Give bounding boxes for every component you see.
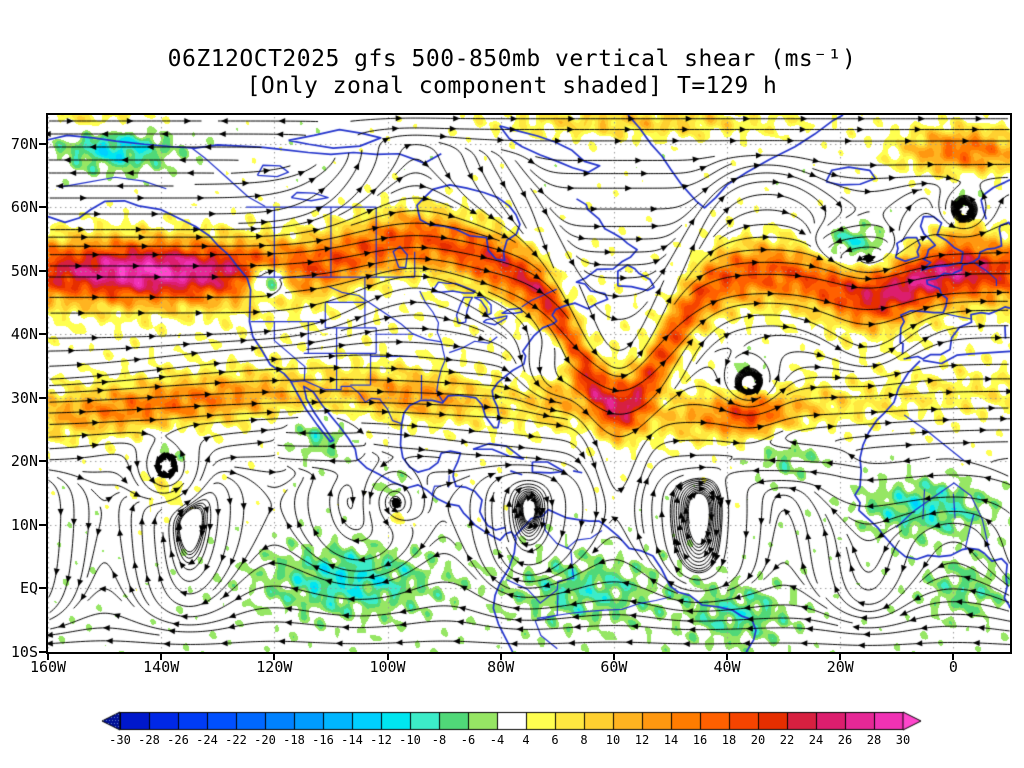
- x-tick-mark: [839, 654, 842, 660]
- map-plot-area: [46, 113, 1012, 654]
- colorbar-tick-label: -10: [399, 733, 421, 747]
- y-tick-mark: [39, 651, 46, 653]
- colorbar-tick-label: -18: [283, 733, 305, 747]
- y-tick-mark: [39, 587, 46, 590]
- x-tick-label: 160W: [29, 658, 67, 676]
- y-tick-mark: [39, 333, 46, 336]
- colorbar-tick-label: -24: [196, 733, 218, 747]
- x-tick-label: 40W: [713, 658, 741, 676]
- colorbar-tick-label: 10: [605, 733, 621, 747]
- y-tick-label: 60N: [10, 198, 38, 217]
- colorbar-tick-label: -16: [312, 733, 334, 747]
- colorbar-tick-label: 16: [692, 733, 708, 747]
- colorbar-tick-label: 4: [522, 733, 530, 747]
- x-tick-mark: [47, 654, 49, 660]
- colorbar-tick-label: -28: [138, 733, 160, 747]
- chart-title-line2: [Only zonal component shaded] T=129 h: [246, 73, 778, 99]
- x-tick-label: 20W: [826, 658, 854, 676]
- colorbar-tick-label: -30: [109, 733, 131, 747]
- colorbar-tick-label: -20: [254, 733, 276, 747]
- colorbar-tick-label: 24: [808, 733, 824, 747]
- colorbar-tick-label: 6: [551, 733, 559, 747]
- y-tick-mark: [39, 460, 46, 463]
- x-tick-label: 60W: [600, 658, 628, 676]
- colorbar-tick-label: 28: [866, 733, 882, 747]
- colorbar-tick-label: -14: [341, 733, 363, 747]
- x-tick-mark: [386, 654, 389, 660]
- colorbar-tick-label: 18: [721, 733, 737, 747]
- colorbar-tick-label: -8: [431, 733, 447, 747]
- y-tick-label: 10N: [10, 515, 38, 534]
- x-tick-mark: [952, 654, 955, 660]
- colorbar-canvas: [100, 711, 924, 731]
- x-tick-mark: [160, 654, 163, 660]
- x-tick-mark: [273, 654, 276, 660]
- x-tick-mark: [726, 654, 729, 660]
- map-canvas: [48, 115, 1010, 652]
- colorbar-tick-label: 8: [580, 733, 588, 747]
- colorbar-tick-label: -6: [460, 733, 476, 747]
- y-tick-mark: [39, 523, 46, 526]
- chart-title-line1: 06Z12OCT2025 gfs 500-850mb vertical shea…: [167, 46, 857, 72]
- y-tick-mark: [39, 206, 46, 209]
- colorbar-tick-label: -22: [225, 733, 247, 747]
- x-tick-label: 0: [948, 658, 958, 676]
- colorbar-tick-label: -4: [489, 733, 505, 747]
- colorbar-tick-label: 12: [634, 733, 650, 747]
- y-tick-label: EQ: [19, 579, 38, 598]
- colorbar-tick-label: 22: [779, 733, 795, 747]
- colorbar-tick-label: 30: [895, 733, 911, 747]
- x-tick-label: 120W: [256, 658, 293, 676]
- colorbar-tick-label: 26: [837, 733, 853, 747]
- y-tick-label: 30N: [10, 388, 38, 407]
- colorbar-tick-label: -26: [167, 733, 189, 747]
- y-tick-mark: [39, 396, 46, 399]
- colorbar-tick-label: -12: [370, 733, 392, 747]
- y-tick-label: 10S: [10, 643, 38, 661]
- x-tick-label: 80W: [487, 658, 515, 676]
- colorbar-tick-label: 20: [750, 733, 766, 747]
- x-tick-label: 100W: [369, 658, 406, 676]
- x-tick-label: 140W: [143, 658, 180, 676]
- y-tick-label: 50N: [10, 261, 38, 280]
- chart-title: 06Z12OCT2025 gfs 500-850mb vertical shea…: [0, 46, 1024, 100]
- y-tick-label: 20N: [10, 452, 38, 471]
- y-tick-mark: [39, 142, 46, 145]
- colorbar-tick-label: 14: [663, 733, 679, 747]
- x-tick-mark: [499, 654, 502, 660]
- x-tick-mark: [612, 654, 615, 660]
- y-tick-label: 70N: [10, 134, 38, 153]
- y-tick-mark: [39, 269, 46, 272]
- y-tick-label: 40N: [10, 325, 38, 344]
